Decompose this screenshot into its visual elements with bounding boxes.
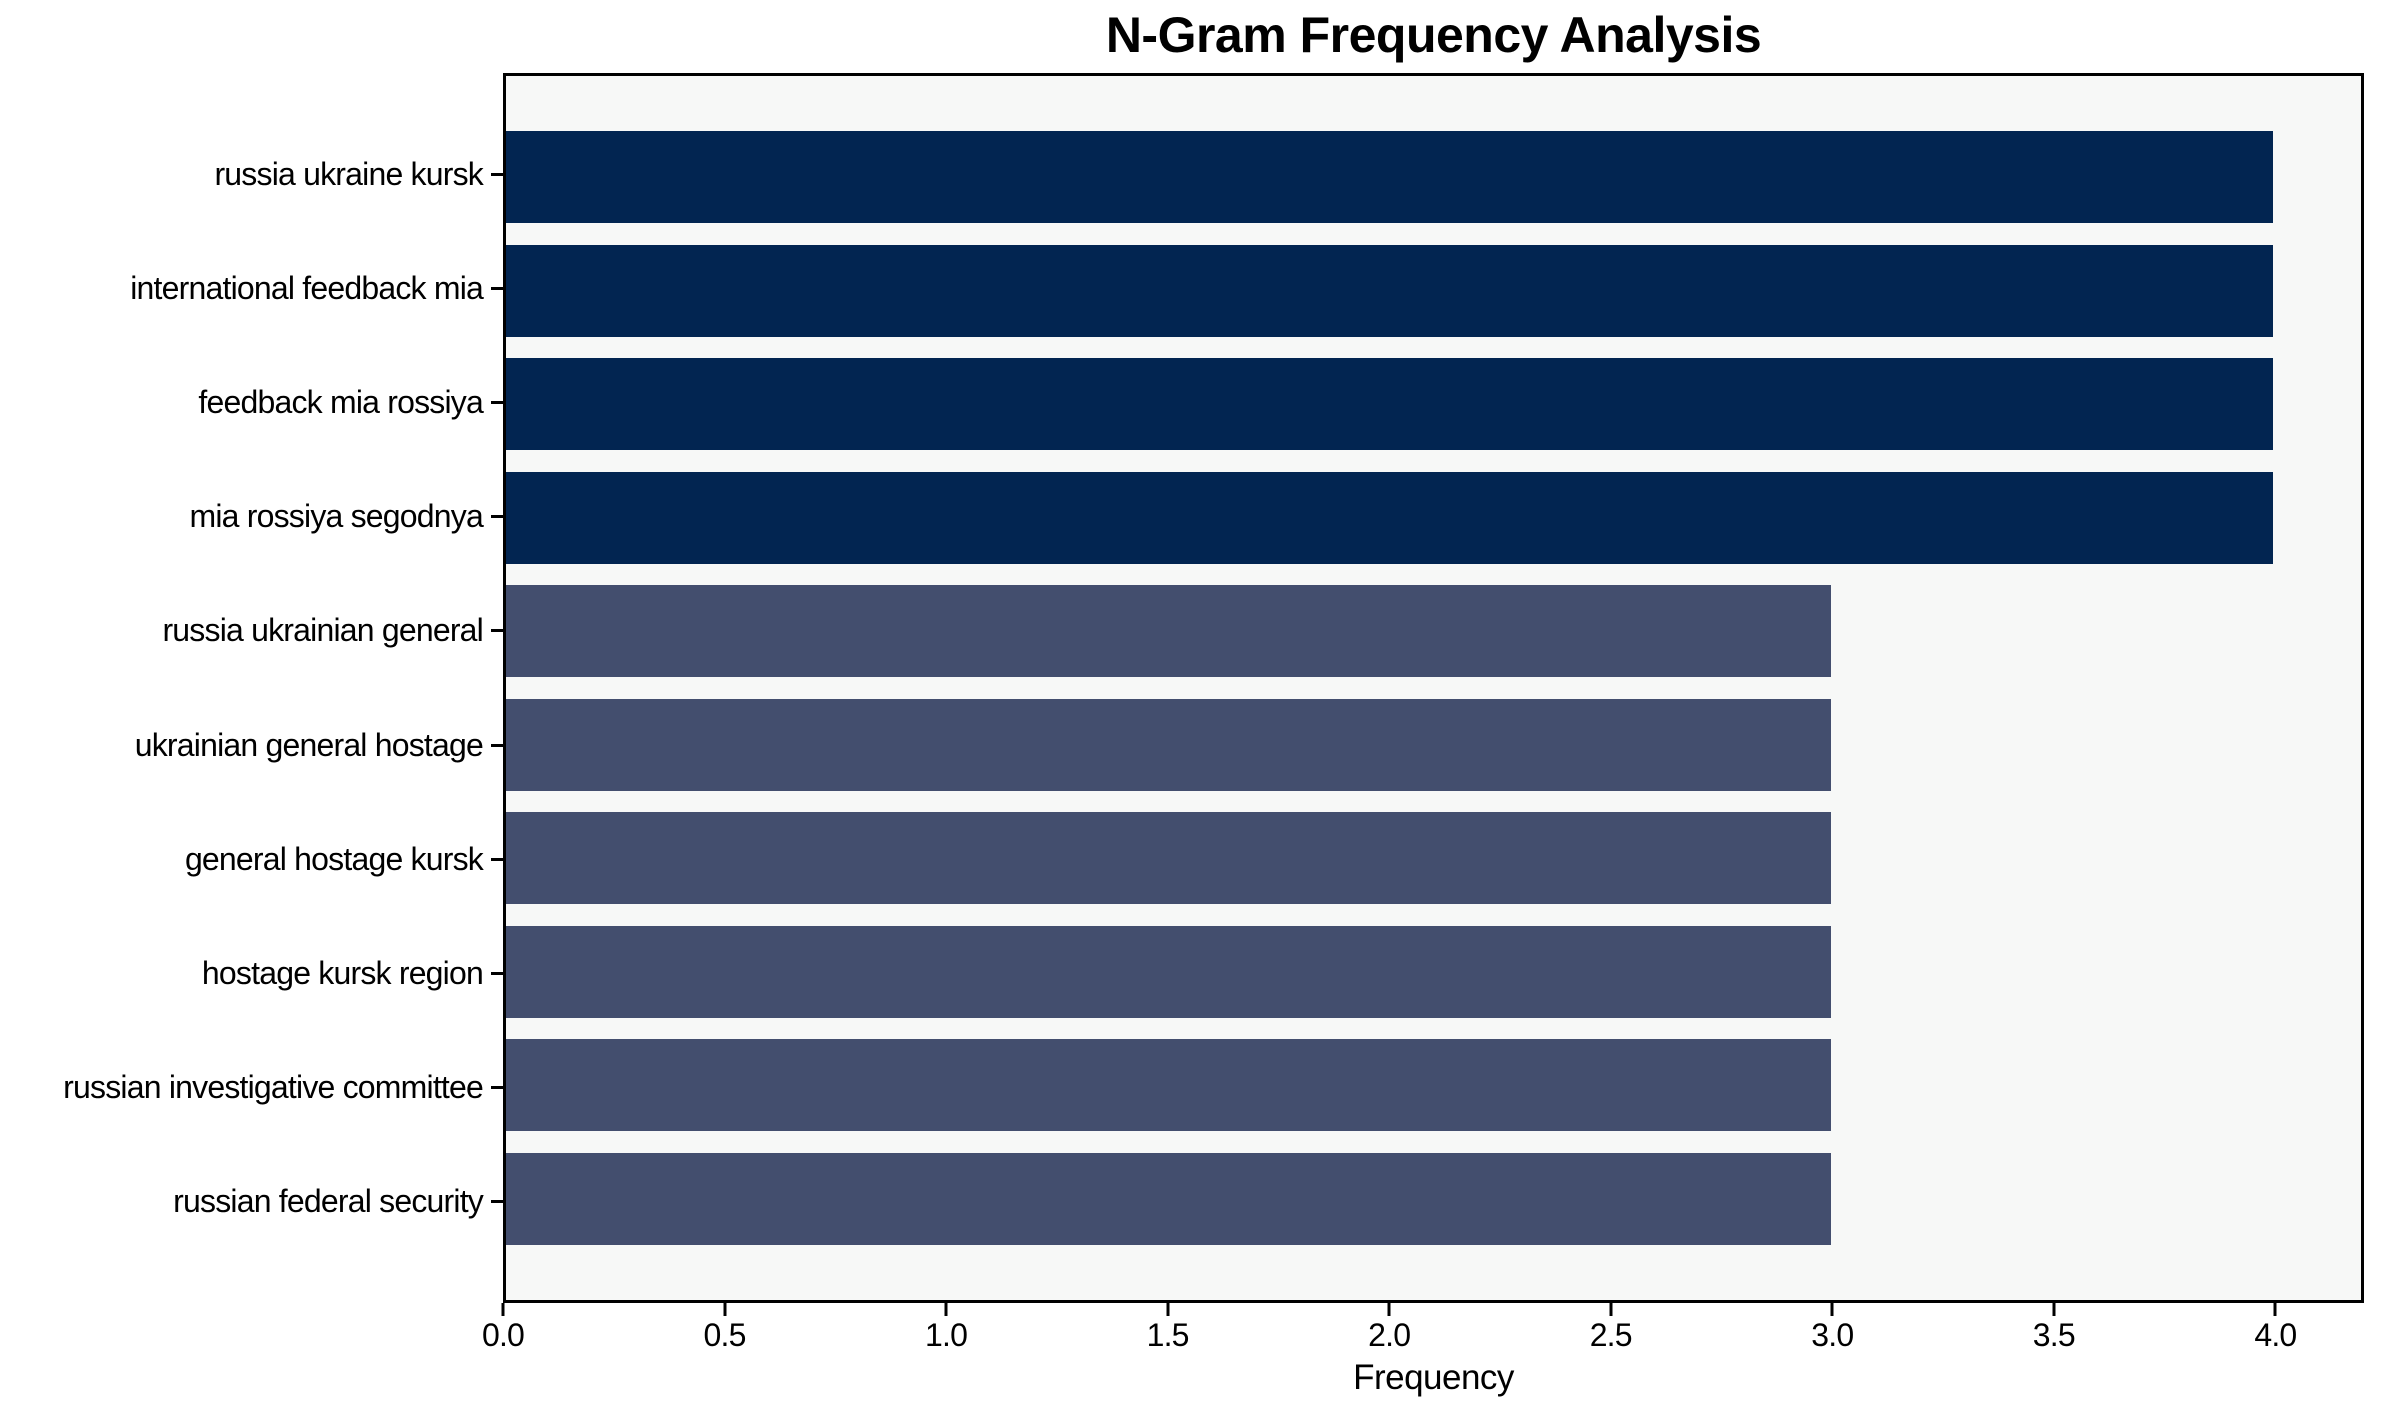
y-tick-mark	[491, 857, 503, 861]
x-tick-label: 1.0	[925, 1317, 968, 1353]
bar-international-feedback-mia	[506, 244, 2273, 337]
x-tick-mark	[1609, 1303, 1613, 1316]
bar-general-hostage-kursk	[506, 812, 1831, 905]
bar-row	[506, 1039, 2361, 1132]
bars-container	[506, 76, 2361, 1300]
bar-russian-investigative-committee	[506, 1039, 1831, 1132]
bar-row	[506, 585, 2361, 678]
x-tick-mark	[1830, 1303, 1834, 1316]
bar-russia-ukrainian-general	[506, 585, 1831, 678]
y-tick-mark	[491, 286, 503, 290]
x-tick-mark	[2052, 1303, 2056, 1316]
x-tick-mark	[501, 1303, 505, 1316]
y-axis-labels: russia ukraine kursk international feedba…	[0, 73, 503, 1303]
y-axis-label: general hostage kursk	[184, 840, 484, 877]
x-axis-label: Frequency	[1353, 1358, 1514, 1397]
x-tick-mark	[944, 1303, 948, 1316]
y-axis-label: russia ukraine kursk	[214, 155, 483, 192]
x-tick-label: 2.0	[1368, 1317, 1411, 1353]
y-axis-label-row: ukrainian general hostage	[0, 699, 503, 791]
x-tick-label: 3.0	[1811, 1317, 1854, 1353]
bar-ukrainian-general-hostage	[506, 698, 1831, 791]
y-axis-label-row: mia rossiya segodnya	[0, 471, 503, 563]
bar-hostage-kursk-region	[506, 925, 1831, 1018]
y-axis-label-row: feedback mia rossiya	[0, 356, 503, 448]
y-axis-label: feedback mia rossiya	[198, 383, 483, 420]
y-tick-mark	[491, 1200, 503, 1204]
y-tick-mark	[491, 629, 503, 633]
bar-row	[506, 698, 2361, 791]
bar-russian-federal-security	[506, 1152, 1831, 1245]
x-tick-label: 0.0	[481, 1317, 525, 1353]
x-tick-label: 2.5	[1589, 1317, 1633, 1353]
bar-row	[506, 244, 2361, 337]
bar-russia-ukraine-kursk	[506, 131, 2273, 223]
y-tick-mark	[491, 972, 503, 976]
y-axis-label-row: hostage kursk region	[0, 928, 503, 1020]
bar-row	[506, 1152, 2361, 1245]
chart-title: N-Gram Frequency Analysis	[1105, 7, 1762, 63]
x-tick-mark	[1387, 1303, 1391, 1316]
bar-feedback-mia-rossiya	[506, 358, 2273, 451]
y-axis-label: hostage kursk region	[201, 955, 484, 992]
y-axis-label: mia rossiya segodnya	[189, 498, 484, 535]
y-axis-label-row: russian federal security	[0, 1156, 503, 1248]
y-tick-mark	[491, 743, 503, 747]
y-axis-label-row: russian investigative committee	[0, 1042, 503, 1134]
x-tick-label: 1.5	[1146, 1317, 1190, 1353]
y-axis-label: international feedback mia	[130, 269, 484, 306]
x-tick-label: 3.5	[2032, 1317, 2076, 1353]
y-axis-label-row: general hostage kursk	[0, 813, 503, 905]
x-tick-mark	[2273, 1303, 2277, 1316]
x-tick-mark	[1166, 1303, 1170, 1316]
y-axis-label: russian federal security	[173, 1183, 484, 1220]
x-axis-tick-labels: 0.0 0.5 1.0 1.5 2.0 2.5 3.0 3.5 4.0	[482, 1317, 2364, 1355]
bar-mia-rossiya-segodnya	[506, 471, 2273, 564]
x-tick-mark	[723, 1303, 727, 1316]
y-tick-mark	[491, 400, 503, 404]
y-axis-label: ukrainian general hostage	[134, 726, 484, 763]
bar-row	[506, 131, 2361, 223]
x-tick-label: 0.5	[703, 1317, 747, 1353]
y-tick-mark	[491, 1086, 503, 1090]
bar-row	[506, 358, 2361, 451]
y-axis-label-row: international feedback mia	[0, 242, 503, 334]
y-tick-mark	[491, 515, 503, 519]
x-tick-label: 4.0	[2254, 1317, 2297, 1353]
plot-area	[503, 73, 2364, 1303]
y-axis-label-row: russia ukrainian general	[0, 585, 503, 677]
y-axis-label-row: russia ukraine kursk	[0, 128, 503, 220]
y-axis-label: russia ukrainian general	[162, 612, 483, 649]
y-tick-mark	[491, 172, 503, 176]
bar-row	[506, 471, 2361, 564]
bar-row	[506, 925, 2361, 1018]
bar-row	[506, 812, 2361, 905]
y-axis-label: russian investigative committee	[63, 1069, 484, 1106]
x-axis-ticks	[501, 1303, 2364, 1317]
